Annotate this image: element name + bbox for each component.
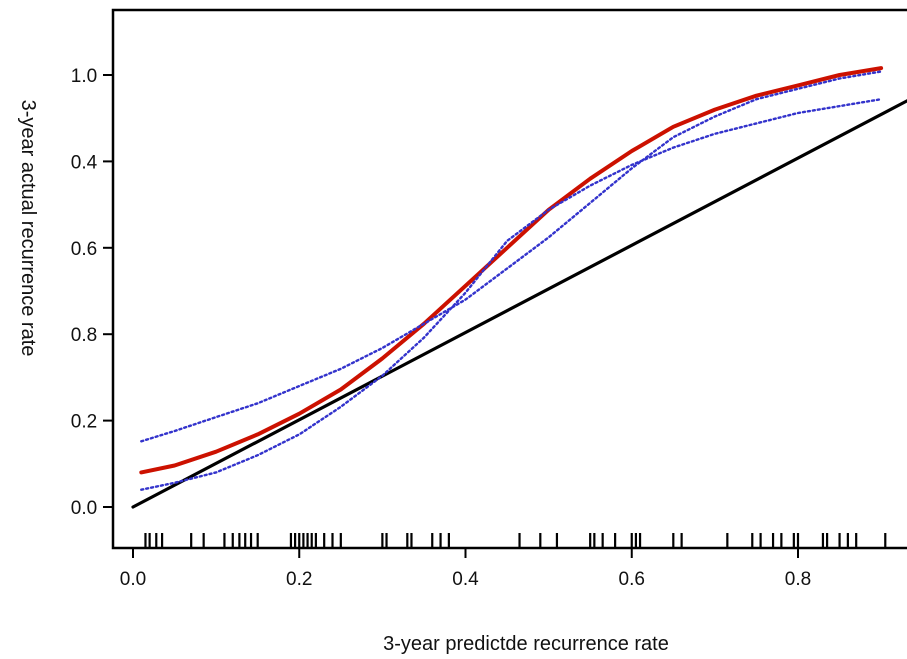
plot-frame [111,8,907,550]
x-tick-label: 0.0 [120,569,146,590]
x-axis-title: 3-year predictde recurrence rate [383,633,669,655]
x-tick-label: 0.2 [286,569,312,590]
confidence-band-line [140,70,883,443]
x-tick-label: 0.8 [785,569,811,590]
reference-line [131,99,907,509]
y-axis-title: 3-year actual recurrence rate [17,100,39,357]
y-tick-label: 0.6 [71,239,97,260]
calibration-curve [139,66,884,475]
confidence-band-line [140,97,883,491]
y-tick-label: 0.0 [71,498,97,519]
x-tick-label: 0.6 [619,569,645,590]
y-tick-label: 1.0 [71,66,97,87]
rug-marks [144,533,887,548]
axes: 0.0 0.2 0.4 0.6 0.8 0.0 0.2 0.8 0.6 0.4 1.0 [71,66,811,590]
y-tick-label: 0.2 [71,412,97,433]
series-lines [131,66,907,509]
y-tick-label: 0.8 [71,325,97,346]
y-tick-label: 0.4 [71,152,98,173]
x-tick-label: 0.4 [452,569,479,590]
